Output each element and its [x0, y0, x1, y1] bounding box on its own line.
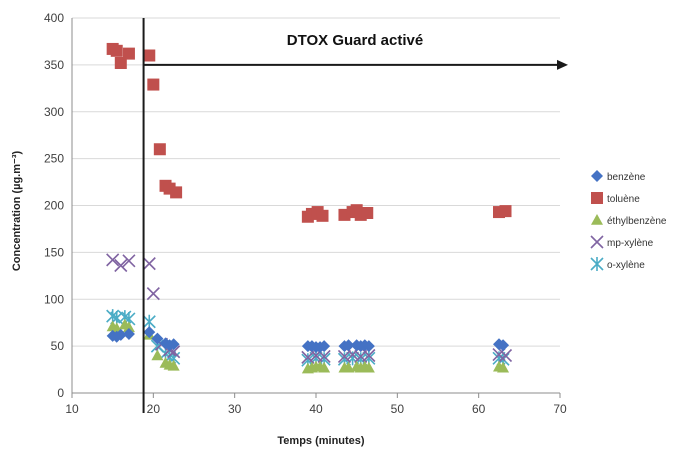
y-tick-label: 0 — [57, 386, 64, 400]
legend-item-toluène: toluène — [591, 192, 640, 205]
data-point — [122, 47, 135, 60]
data-point — [318, 361, 331, 373]
axes: 0 50 100 150 200 250 300 350 400 10 20 30 40 50 60 70 — [44, 11, 567, 416]
data-point — [110, 44, 123, 57]
data-point — [143, 326, 156, 339]
data-point — [122, 327, 135, 340]
legend-marker — [590, 235, 604, 249]
data-point — [146, 287, 160, 301]
data-point — [106, 253, 120, 267]
legend-marker — [591, 214, 603, 225]
data-point — [342, 361, 355, 373]
data-point — [147, 78, 160, 91]
annotation-label: DTOX Guard activé — [287, 32, 423, 49]
y-tick-label: 150 — [44, 245, 64, 259]
legend-marker — [590, 257, 604, 271]
legend-marker — [591, 192, 603, 204]
data-point — [362, 340, 375, 353]
legend-item-éthylbenzène: éthylbenzène — [591, 214, 667, 227]
legend: benzène toluène éthylbenzène mp-xylène o-xyl… — [590, 170, 667, 271]
x-tick-label: 30 — [228, 402, 242, 416]
data-point — [362, 361, 375, 373]
data-point — [114, 328, 127, 341]
data-point — [167, 338, 180, 351]
gridlines — [72, 17, 560, 394]
y-tick-label: 100 — [44, 292, 64, 306]
legend-label: benzène — [607, 172, 646, 183]
data-point — [361, 207, 374, 219]
series-toluène — [106, 42, 512, 223]
x-tick-label: 70 — [553, 402, 567, 416]
legend-item-mp-xylène: mp-xylène — [590, 235, 654, 249]
y-tick-label: 300 — [44, 105, 64, 119]
x-tick-label: 60 — [472, 402, 486, 416]
data-point — [497, 361, 510, 373]
data-point — [301, 350, 315, 364]
data-point — [122, 254, 136, 268]
annotation: DTOX Guard activé — [142, 18, 568, 413]
y-tick-label: 250 — [44, 152, 64, 166]
data-point — [337, 349, 352, 364]
plot-area — [106, 42, 513, 374]
data-point — [342, 339, 355, 352]
y-tick-label: 200 — [44, 199, 64, 213]
data-point — [318, 340, 331, 353]
series-benzène — [106, 326, 510, 354]
data-point — [142, 257, 156, 271]
y-tick-label: 350 — [44, 58, 64, 72]
data-point — [170, 186, 183, 199]
data-point — [167, 359, 180, 371]
data-point — [114, 258, 128, 273]
data-point — [362, 348, 376, 363]
legend-label: o-xylène — [607, 260, 645, 271]
x-tick-label: 10 — [65, 402, 79, 416]
x-tick-label: 40 — [309, 402, 323, 416]
data-point — [316, 209, 329, 222]
legend-item-o-xylène: o-xylène — [590, 257, 645, 271]
data-point — [497, 339, 510, 352]
legend-label: mp-xylène — [607, 238, 654, 249]
data-point — [143, 49, 156, 62]
data-point — [153, 143, 166, 156]
y-axis-title: Concentration (µg.m⁻³) — [11, 151, 23, 272]
x-axis-title: Temps (minutes) — [277, 435, 365, 447]
x-tick-label: 50 — [391, 402, 405, 416]
x-tick-label: 20 — [147, 402, 161, 416]
legend-item-benzène: benzène — [591, 170, 646, 183]
data-point — [151, 349, 164, 361]
legend-label: éthylbenzène — [607, 216, 667, 227]
legend-label: toluène — [607, 194, 640, 205]
data-point — [122, 321, 135, 333]
data-point — [151, 332, 164, 345]
data-point — [114, 57, 127, 69]
y-tick-label: 400 — [44, 11, 64, 25]
activation-arrow-head — [557, 59, 568, 70]
data-point — [498, 348, 513, 363]
legend-marker — [591, 170, 603, 182]
y-tick-label: 50 — [51, 339, 65, 353]
data-point — [499, 205, 512, 218]
series-éthylbenzène — [106, 318, 510, 374]
